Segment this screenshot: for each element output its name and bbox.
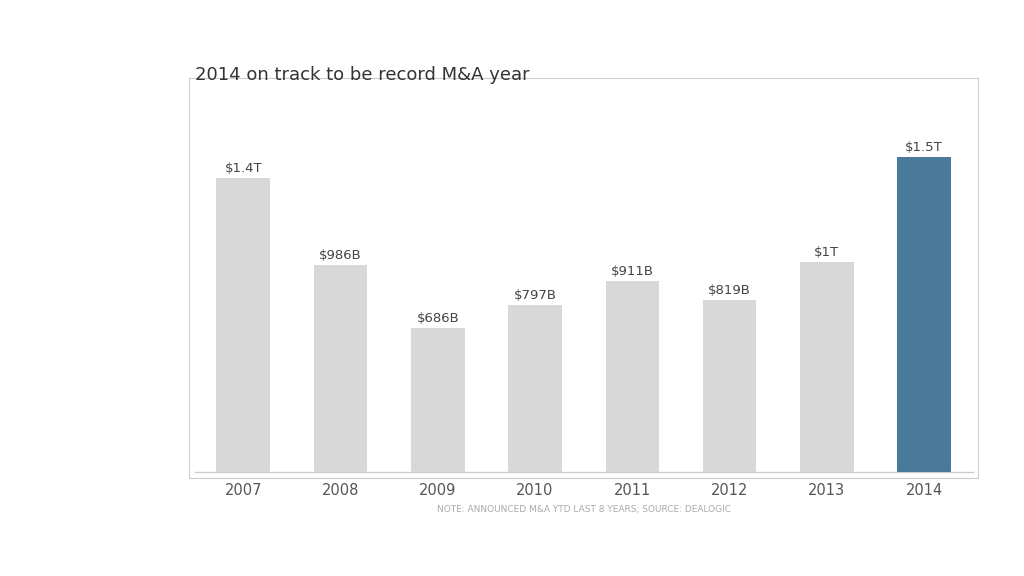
Text: $986B: $986B [319, 249, 361, 262]
Text: NOTE: ANNOUNCED M&A YTD LAST 8 YEARS; SOURCE: DEALOGIC: NOTE: ANNOUNCED M&A YTD LAST 8 YEARS; SO… [436, 505, 731, 514]
Bar [508, 305, 562, 472]
Bar [313, 265, 368, 472]
Bar [702, 300, 757, 472]
Text: $911B: $911B [611, 265, 653, 278]
Bar [800, 262, 854, 472]
Bar [216, 178, 270, 472]
Text: $686B: $686B [417, 312, 459, 325]
Bar [897, 157, 951, 472]
Text: $1.5T: $1.5T [905, 141, 943, 154]
Text: $797B: $797B [514, 289, 556, 302]
Text: $819B: $819B [709, 284, 751, 297]
Bar [605, 281, 659, 472]
Bar [411, 328, 465, 472]
Text: $1T: $1T [814, 246, 840, 259]
Text: 2014 on track to be record M&A year: 2014 on track to be record M&A year [195, 66, 529, 84]
Text: $1.4T: $1.4T [224, 162, 262, 175]
